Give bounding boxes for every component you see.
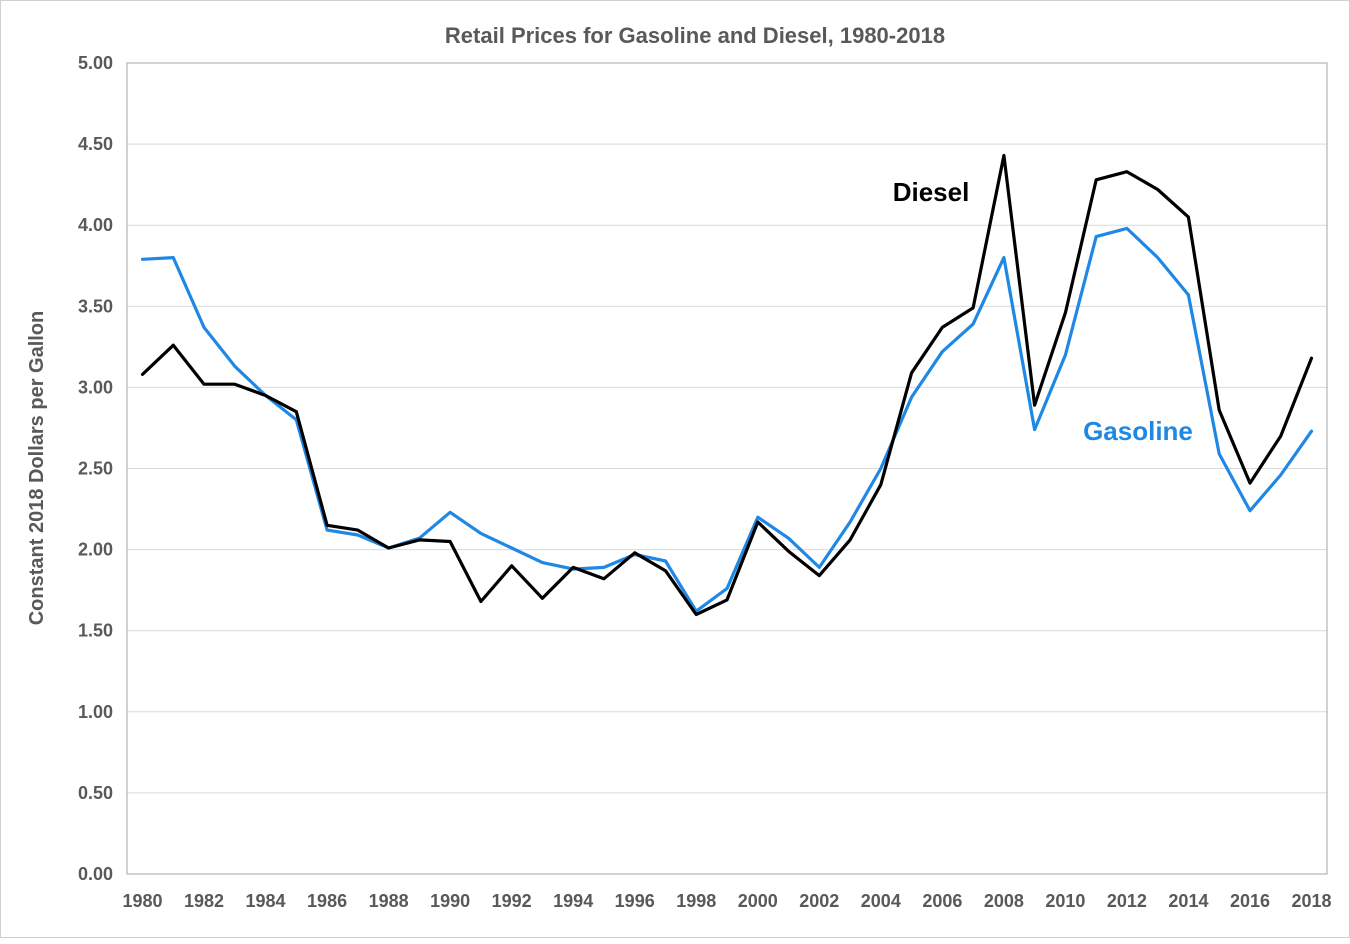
x-axis-ticks: 1980 1982 1984 1986 1988 1990 1992 1994 1996 1998… bbox=[122, 891, 1331, 911]
y-tick-label: 4.50 bbox=[78, 134, 113, 154]
x-tick-label: 2012 bbox=[1107, 891, 1147, 911]
chart-title: Retail Prices for Gasoline and Diesel, 1… bbox=[445, 23, 945, 48]
y-tick-label: 2.00 bbox=[78, 540, 113, 560]
x-tick-label: 2010 bbox=[1045, 891, 1085, 911]
y-tick-label: 4.00 bbox=[78, 215, 113, 235]
x-tick-label: 1996 bbox=[615, 891, 655, 911]
series-lines bbox=[140, 153, 1314, 617]
x-tick-label: 1986 bbox=[307, 891, 347, 911]
x-tick-label: 2000 bbox=[738, 891, 778, 911]
gasoline-series-label: Gasoline bbox=[1083, 416, 1193, 446]
plot-area-border bbox=[126, 62, 1328, 875]
diesel-line bbox=[140, 153, 1314, 617]
x-tick-label: 1992 bbox=[492, 891, 532, 911]
series-labels: Diesel Gasoline bbox=[893, 177, 1193, 446]
x-tick-label: 2006 bbox=[922, 891, 962, 911]
x-tick-label: 1988 bbox=[369, 891, 409, 911]
y-tick-label: 1.50 bbox=[78, 621, 113, 641]
y-tick-label: 0.00 bbox=[78, 864, 113, 884]
x-tick-label: 2014 bbox=[1168, 891, 1208, 911]
y-tick-label: 2.50 bbox=[78, 459, 113, 479]
x-tick-label: 1994 bbox=[553, 891, 593, 911]
y-tick-label: 3.00 bbox=[78, 377, 113, 397]
x-tick-label: 2004 bbox=[861, 891, 901, 911]
x-tick-label: 1984 bbox=[246, 891, 286, 911]
y-tick-label: 3.50 bbox=[78, 296, 113, 316]
gasoline-line bbox=[140, 226, 1314, 613]
y-tick-label: 0.50 bbox=[78, 783, 113, 803]
x-tick-label: 2018 bbox=[1291, 891, 1331, 911]
y-tick-label: 1.00 bbox=[78, 702, 113, 722]
diesel-series-label: Diesel bbox=[893, 177, 970, 207]
y-axis-ticks: 0.00 0.50 1.00 1.50 2.00 2.50 3.00 3.50 4.00 4.50… bbox=[78, 53, 113, 884]
x-tick-label: 1980 bbox=[122, 891, 162, 911]
x-tick-label: 2008 bbox=[984, 891, 1024, 911]
x-tick-label: 1990 bbox=[430, 891, 470, 911]
x-tick-label: 1998 bbox=[676, 891, 716, 911]
x-tick-label: 2016 bbox=[1230, 891, 1270, 911]
x-tick-label: 1982 bbox=[184, 891, 224, 911]
y-axis-title: Constant 2018 Dollars per Gallon bbox=[26, 311, 48, 626]
x-tick-label: 2002 bbox=[799, 891, 839, 911]
y-tick-label: 5.00 bbox=[78, 53, 113, 73]
gridlines bbox=[127, 143, 1327, 794]
